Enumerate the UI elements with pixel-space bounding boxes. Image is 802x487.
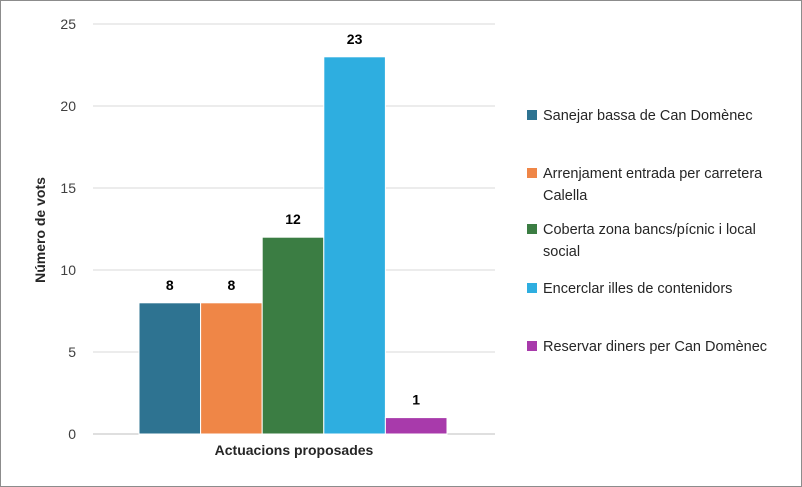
y-tick-label: 25 [60,16,76,32]
y-tick-label: 15 [60,180,76,196]
data-label: 8 [228,277,236,293]
legend-label: Coberta zona bancs/pícnic i local social [543,222,756,260]
legend-swatch [527,168,537,178]
bar [200,302,263,435]
data-labels: 8 8 12 23 1 [166,31,420,408]
legend-item: Sanejar bassa de Can Domènec [527,105,797,127]
y-tick-label: 10 [60,262,76,278]
legend-swatch [527,224,537,234]
legend-label: Arrenjament entrada per carretera Calell… [543,166,763,204]
legend-item: Arrenjament entrada per carretera Calell… [527,163,797,207]
data-label: 12 [285,211,301,227]
legend-swatch [527,283,537,293]
y-tick-labels: 0 5 10 15 20 25 [60,16,76,442]
x-axis-title: Actuacions proposades [215,442,374,458]
y-tick-label: 20 [60,98,76,114]
legend-swatch [527,341,537,351]
data-label: 8 [166,277,174,293]
data-label: 1 [412,392,420,408]
data-label: 23 [347,31,363,47]
legend-swatch [527,110,537,120]
legend-item: Coberta zona bancs/pícnic i local social [527,219,797,263]
y-tick-label: 5 [68,344,76,360]
bar [261,236,325,435]
bar [138,302,202,435]
legend-label: Encerclar illes de contenidors [543,281,733,297]
y-tick-label: 0 [68,426,76,442]
bar [384,417,448,435]
legend-label: Reservar diners per Can Domènec [543,339,768,355]
bar [323,56,386,435]
legend-item: Reservar diners per Can Domènec [527,336,797,358]
legend-label: Sanejar bassa de Can Domènec [543,108,753,124]
legend-item: Encerclar illes de contenidors [527,278,797,300]
bars [138,56,448,435]
y-axis-title: Número de vots [32,177,48,283]
